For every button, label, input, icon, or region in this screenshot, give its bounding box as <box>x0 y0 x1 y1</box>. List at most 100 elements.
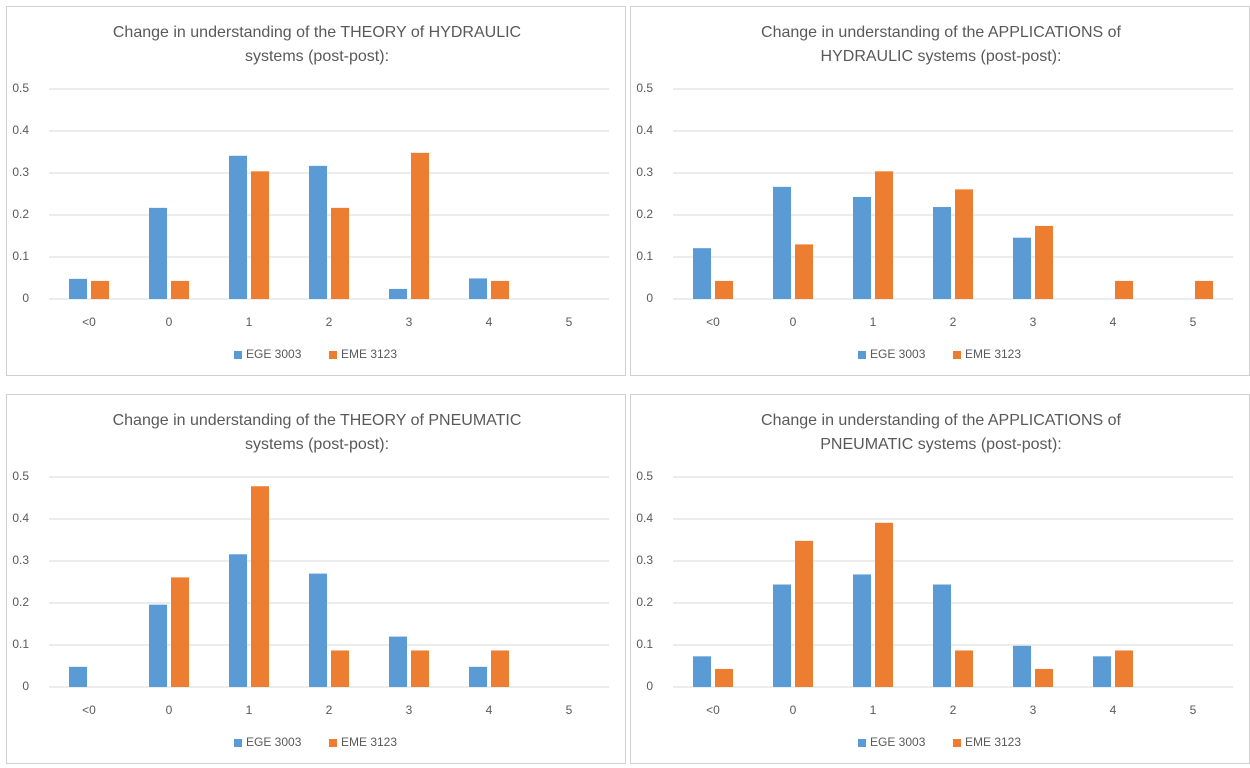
y-tick-label: 0.1 <box>12 249 29 263</box>
bar <box>1013 237 1031 299</box>
bar <box>773 584 791 687</box>
bar <box>229 554 247 687</box>
x-tick-label: <0 <box>706 315 720 329</box>
x-tick-label: 3 <box>406 315 413 329</box>
bar <box>875 171 893 299</box>
bar <box>693 248 711 299</box>
chart-panel: Change in understanding of the APPLICATI… <box>630 6 1250 376</box>
x-tick-label: 0 <box>166 315 173 329</box>
legend-label: EGE 3003 <box>870 735 926 749</box>
y-tick-label: 0.3 <box>636 165 653 179</box>
y-tick-label: 0.2 <box>12 595 29 609</box>
bar <box>795 244 813 299</box>
bar <box>251 486 269 687</box>
bar <box>331 207 349 299</box>
y-tick-label: 0.3 <box>636 553 653 567</box>
legend-label: EGE 3003 <box>246 735 302 749</box>
y-tick-label: 0.2 <box>636 595 653 609</box>
bar <box>171 577 189 687</box>
bar <box>331 650 349 687</box>
bar <box>933 207 951 299</box>
x-tick-label: 1 <box>246 315 253 329</box>
x-tick-label: 5 <box>1190 703 1197 717</box>
x-tick-label: 0 <box>790 703 797 717</box>
bar <box>933 584 951 687</box>
chart-title: Change in understanding of the THEORY of… <box>112 412 522 453</box>
y-tick-label: 0 <box>646 679 653 693</box>
y-tick-label: 0.4 <box>12 123 29 137</box>
legend-swatch <box>234 739 242 747</box>
bar <box>693 656 711 687</box>
bar <box>875 522 893 687</box>
y-tick-label: 0.4 <box>12 511 29 525</box>
legend-swatch <box>953 739 961 747</box>
y-tick-label: 0.5 <box>636 81 653 95</box>
bar <box>491 650 509 687</box>
x-tick-label: 2 <box>326 703 333 717</box>
bar <box>389 636 407 687</box>
y-tick-label: 0.3 <box>12 553 29 567</box>
bar <box>309 573 327 687</box>
legend-label: EGE 3003 <box>246 347 302 361</box>
x-tick-label: 4 <box>1110 315 1117 329</box>
chart: 0 0.1 0.2 0.3 0.4 0.5 <0 0 1 2 3 4 5 EGE 3003 EME 3123 <box>12 469 609 749</box>
chart-panel: Change in understanding of the THEORY of… <box>6 394 626 764</box>
bar <box>469 278 487 299</box>
x-tick-label: 4 <box>1110 703 1117 717</box>
y-tick-label: 0.1 <box>636 249 653 263</box>
x-tick-label: 1 <box>870 703 877 717</box>
x-tick-label: <0 <box>706 703 720 717</box>
bar <box>1115 650 1133 687</box>
bar <box>1115 280 1133 299</box>
x-tick-label: 1 <box>246 703 253 717</box>
legend-label: EME 3123 <box>341 347 397 361</box>
x-tick-label: 3 <box>1030 703 1037 717</box>
y-tick-label: 0.2 <box>12 207 29 221</box>
y-tick-label: 0.4 <box>636 511 653 525</box>
x-tick-label: 2 <box>950 703 957 717</box>
bar <box>91 280 109 299</box>
x-tick-label: <0 <box>82 315 96 329</box>
bar <box>149 207 167 299</box>
y-tick-label: 0.4 <box>636 123 653 137</box>
bar <box>1035 225 1053 299</box>
y-tick-label: 0.5 <box>12 469 29 483</box>
legend-swatch <box>858 351 866 359</box>
chart: 0 0.1 0.2 0.3 0.4 0.5 <0 0 1 2 3 4 5 EGE 3003 EME 3123 <box>12 81 609 361</box>
chart-panel: Change in understanding of the APPLICATI… <box>630 394 1250 764</box>
y-tick-label: 0 <box>646 291 653 305</box>
bar <box>411 152 429 299</box>
bar <box>1195 280 1213 299</box>
bar <box>795 540 813 687</box>
bar <box>411 650 429 687</box>
x-tick-label: 2 <box>950 315 957 329</box>
bar <box>853 196 871 299</box>
y-tick-label: 0.5 <box>12 81 29 95</box>
bar <box>309 165 327 299</box>
y-tick-label: 0 <box>22 291 29 305</box>
bar <box>229 155 247 299</box>
bar <box>469 666 487 687</box>
x-tick-label: 0 <box>166 703 173 717</box>
bar <box>853 574 871 687</box>
bar <box>491 280 509 299</box>
bar <box>955 189 973 299</box>
bar <box>69 278 87 299</box>
x-tick-label: 0 <box>790 315 797 329</box>
x-tick-label: 5 <box>566 703 573 717</box>
y-tick-label: 0.2 <box>636 207 653 221</box>
bar <box>251 171 269 299</box>
chart: 0 0.1 0.2 0.3 0.4 0.5 <0 0 1 2 3 4 5 EGE 3003 EME 3123 <box>636 469 1233 749</box>
legend-swatch <box>329 739 337 747</box>
chart: 0 0.1 0.2 0.3 0.4 0.5 <0 0 1 2 3 4 5 EGE 3003 EME 3123 <box>636 81 1233 361</box>
x-tick-label: 4 <box>486 703 493 717</box>
chart-title: Change in understanding of the THEORY of… <box>112 24 522 65</box>
chart-title: Change in understanding of the APPLICATI… <box>761 24 1121 65</box>
x-tick-label: 5 <box>566 315 573 329</box>
x-tick-label: 4 <box>486 315 493 329</box>
bar <box>389 288 407 299</box>
chart-panel: Change in understanding of the THEORY of… <box>6 6 626 376</box>
x-tick-label: 2 <box>326 315 333 329</box>
bar <box>69 666 87 687</box>
